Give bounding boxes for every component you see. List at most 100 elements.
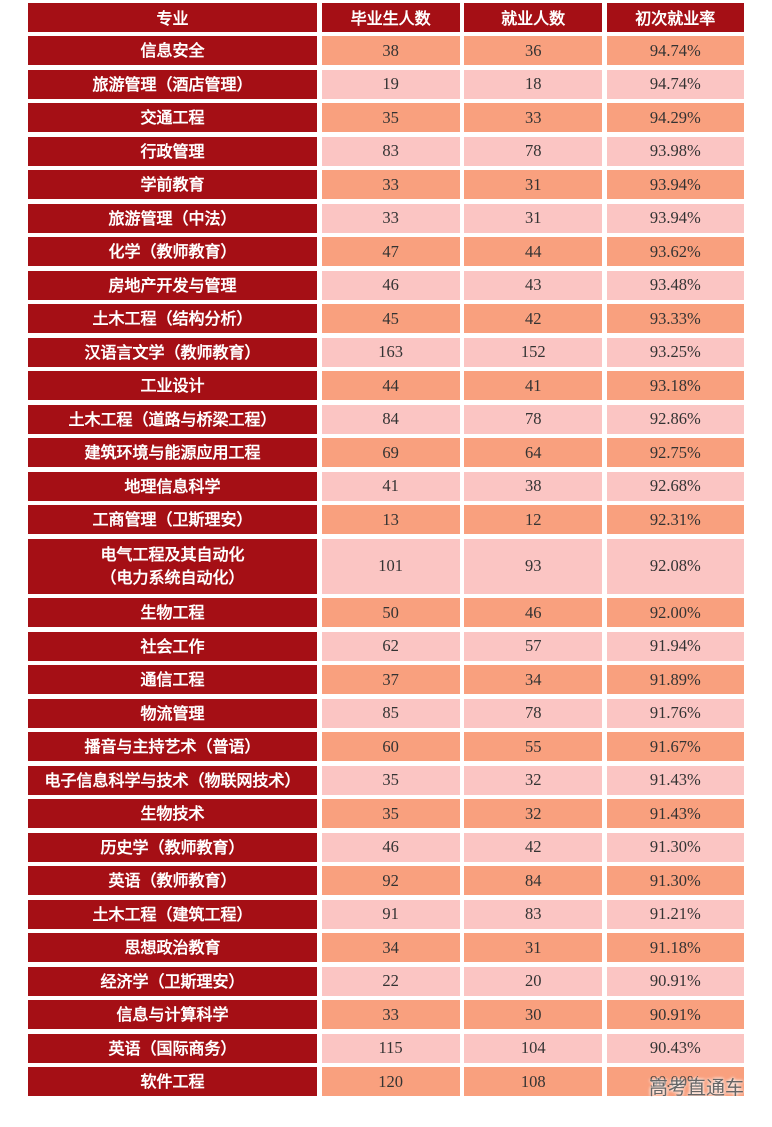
employed-cell: 12 (464, 505, 603, 535)
rate-cell: 93.25% (606, 337, 744, 367)
major-cell: 土木工程（建筑工程） (28, 899, 317, 929)
graduates-cell: 35 (321, 103, 460, 133)
table-row: 电气工程及其自动化 （电力系统自动化） 101 93 92.08% (28, 538, 744, 594)
major-cell: 行政管理 (28, 136, 317, 166)
table-row: 通信工程 37 34 91.89% (28, 665, 744, 695)
header-rate: 初次就业率 (606, 3, 744, 32)
major-cell: 软件工程 (28, 1067, 317, 1097)
graduates-cell: 38 (321, 36, 460, 66)
graduates-cell: 37 (321, 665, 460, 695)
rate-cell: 91.89% (606, 665, 744, 695)
graduates-cell: 92 (321, 866, 460, 896)
table-row: 行政管理 83 78 93.98% (28, 136, 744, 166)
employed-cell: 32 (464, 765, 603, 795)
table-row: 播音与主持艺术（普语） 60 55 91.67% (28, 732, 744, 762)
table-header-row: 专业 毕业生人数 就业人数 初次就业率 (28, 3, 744, 32)
graduates-cell: 13 (321, 505, 460, 535)
table-row: 土木工程（结构分析） 45 42 93.33% (28, 304, 744, 334)
header-graduates: 毕业生人数 (321, 3, 460, 32)
table-row: 汉语言文学（教师教育） 163 152 93.25% (28, 337, 744, 367)
employed-cell: 78 (464, 698, 603, 728)
rate-cell: 92.68% (606, 471, 744, 501)
major-cell: 旅游管理（酒店管理） (28, 69, 317, 99)
graduates-cell: 46 (321, 832, 460, 862)
employed-cell: 38 (464, 471, 603, 501)
employment-table: 专业 毕业生人数 就业人数 初次就业率 信息安全 38 36 94.74% 旅游管理（酒… (28, 3, 744, 1101)
rate-cell: 94.74% (606, 36, 744, 66)
rate-cell: 91.43% (606, 765, 744, 795)
rate-cell: 91.76% (606, 698, 744, 728)
employed-cell: 33 (464, 103, 603, 133)
rate-cell: 90.00% (606, 1067, 744, 1097)
employed-cell: 55 (464, 732, 603, 762)
graduates-cell: 46 (321, 270, 460, 300)
graduates-cell: 33 (321, 1000, 460, 1030)
major-cell: 生物工程 (28, 598, 317, 628)
employed-cell: 31 (464, 203, 603, 233)
graduates-cell: 84 (321, 404, 460, 434)
major-cell: 工业设计 (28, 371, 317, 401)
graduates-cell: 34 (321, 933, 460, 963)
table-row: 物流管理 85 78 91.76% (28, 698, 744, 728)
rate-cell: 93.62% (606, 237, 744, 267)
employed-cell: 93 (464, 538, 603, 594)
employed-cell: 78 (464, 404, 603, 434)
employed-cell: 31 (464, 933, 603, 963)
rate-cell: 92.08% (606, 538, 744, 594)
graduates-cell: 45 (321, 304, 460, 334)
graduates-cell: 115 (321, 1033, 460, 1063)
major-cell: 信息安全 (28, 36, 317, 66)
employed-cell: 64 (464, 438, 603, 468)
graduates-cell: 47 (321, 237, 460, 267)
employed-cell: 31 (464, 170, 603, 200)
table-row: 化学（教师教育） 47 44 93.62% (28, 237, 744, 267)
table-row: 英语（教师教育） 92 84 91.30% (28, 866, 744, 896)
table-row: 旅游管理（酒店管理） 19 18 94.74% (28, 69, 744, 99)
rate-cell: 90.43% (606, 1033, 744, 1063)
employed-cell: 30 (464, 1000, 603, 1030)
employed-cell: 108 (464, 1067, 603, 1097)
table-row: 生物技术 35 32 91.43% (28, 799, 744, 829)
graduates-cell: 35 (321, 799, 460, 829)
employed-cell: 43 (464, 270, 603, 300)
major-cell: 英语（教师教育） (28, 866, 317, 896)
table-row: 土木工程（建筑工程） 91 83 91.21% (28, 899, 744, 929)
graduates-cell: 35 (321, 765, 460, 795)
rate-cell: 91.94% (606, 631, 744, 661)
employed-cell: 44 (464, 237, 603, 267)
graduates-cell: 163 (321, 337, 460, 367)
table-row: 旅游管理（中法） 33 31 93.94% (28, 203, 744, 233)
major-cell: 英语（国际商务） (28, 1033, 317, 1063)
rate-cell: 93.33% (606, 304, 744, 334)
major-cell: 物流管理 (28, 698, 317, 728)
major-cell: 经济学（卫斯理安） (28, 966, 317, 996)
graduates-cell: 50 (321, 598, 460, 628)
table-row: 地理信息科学 41 38 92.68% (28, 471, 744, 501)
major-cell: 化学（教师教育） (28, 237, 317, 267)
watermark: 高考直通车 (648, 1077, 744, 1099)
rate-cell: 93.48% (606, 270, 744, 300)
major-cell: 思想政治教育 (28, 933, 317, 963)
rate-cell: 91.67% (606, 732, 744, 762)
header-major: 专业 (28, 3, 317, 32)
rate-cell: 92.75% (606, 438, 744, 468)
rate-cell: 92.86% (606, 404, 744, 434)
employed-cell: 104 (464, 1033, 603, 1063)
rate-cell: 91.43% (606, 799, 744, 829)
major-cell: 电子信息科学与技术（物联网技术） (28, 765, 317, 795)
rate-cell: 91.30% (606, 866, 744, 896)
employed-cell: 83 (464, 899, 603, 929)
rate-cell: 93.18% (606, 371, 744, 401)
graduates-cell: 101 (321, 538, 460, 594)
table-row: 交通工程 35 33 94.29% (28, 103, 744, 133)
major-cell: 房地产开发与管理 (28, 270, 317, 300)
employed-cell: 20 (464, 966, 603, 996)
table-row: 思想政治教育 34 31 91.18% (28, 933, 744, 963)
employed-cell: 42 (464, 304, 603, 334)
major-cell: 生物技术 (28, 799, 317, 829)
table-row: 电子信息科学与技术（物联网技术） 35 32 91.43% (28, 765, 744, 795)
graduates-cell: 69 (321, 438, 460, 468)
employed-cell: 42 (464, 832, 603, 862)
major-cell: 建筑环境与能源应用工程 (28, 438, 317, 468)
rate-cell: 92.31% (606, 505, 744, 535)
